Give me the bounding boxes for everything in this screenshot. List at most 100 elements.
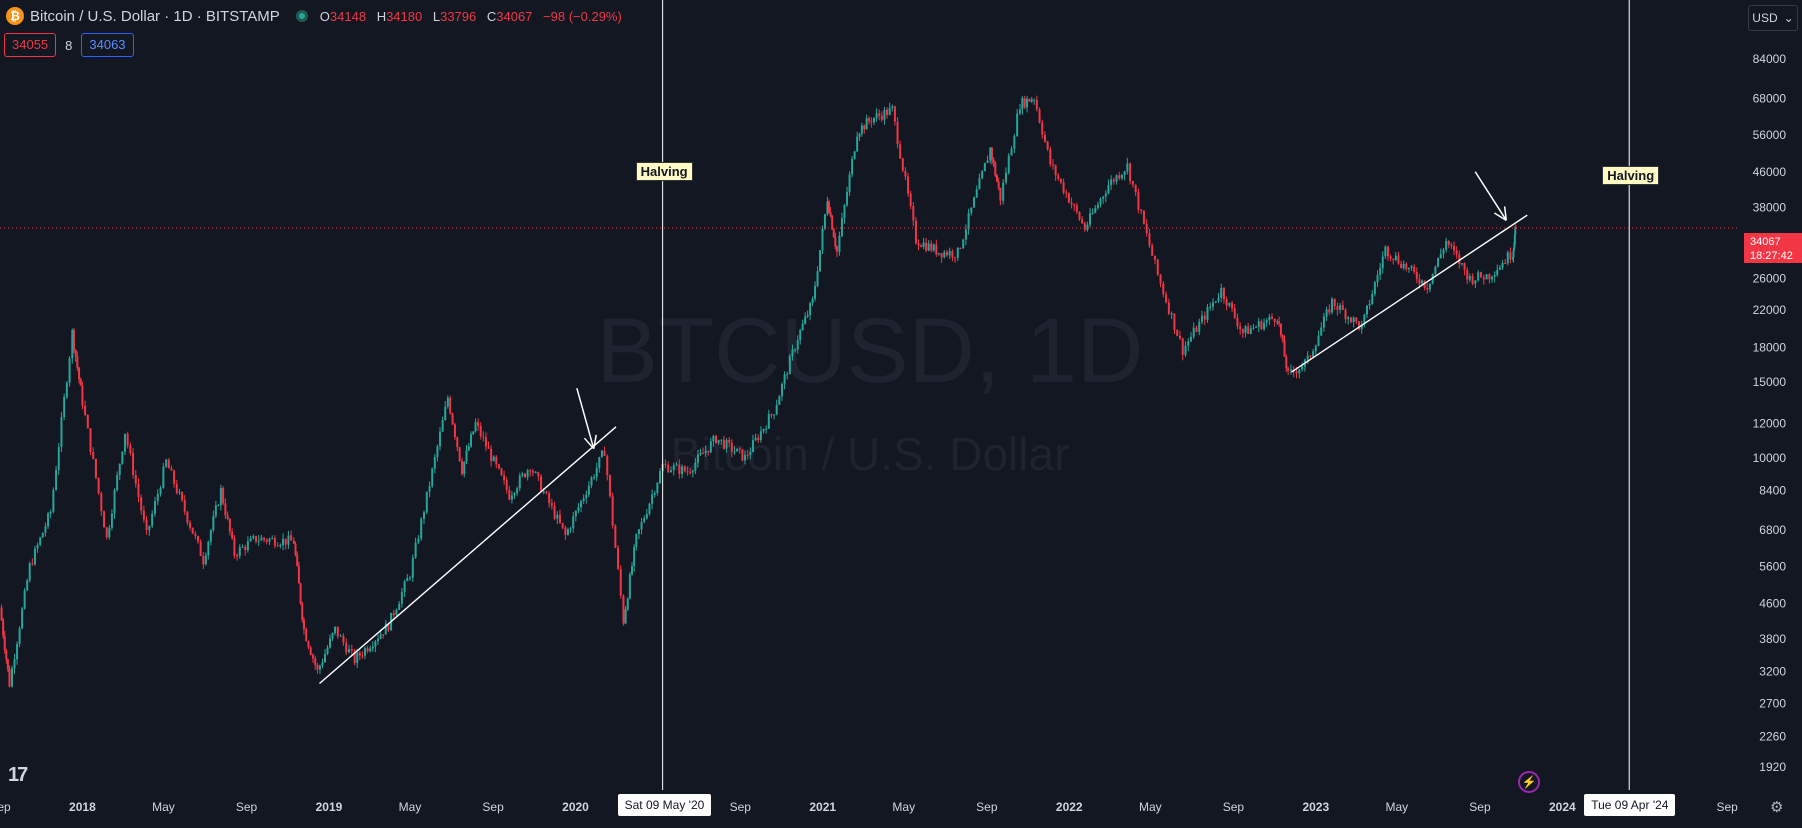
candle-body [686,471,689,473]
market-status-icon[interactable] [295,10,308,22]
candle-body [967,212,970,230]
candle-body [590,477,593,486]
candle-body [116,475,119,491]
candle-body [1317,335,1320,346]
candle-body [414,542,417,558]
candle-body [1445,240,1448,250]
candle-body [796,340,799,350]
candle-body [441,420,444,432]
candle-body [1249,328,1252,334]
candle-body [1407,267,1410,270]
candle-body [970,207,973,213]
time-axis[interactable]: Sep 2018 May Sep 2019 May Sep 2020 Sep 2021 May Sep… [0,800,1738,814]
candle-body [1376,275,1379,283]
candle-body [1314,345,1317,352]
currency-select[interactable]: USD ⌄ [1748,5,1798,31]
candle-body [1287,368,1290,371]
candle-body [580,500,583,508]
gear-icon[interactable]: ⚙ [1770,799,1784,816]
price-tick-label: 5600 [1759,560,1786,574]
candle-body [33,548,36,565]
candle-body [932,244,935,251]
candle-body [1493,275,1496,277]
currency-label: USD [1752,11,1778,25]
candle-body [1255,326,1258,328]
bolt-icon[interactable]: ⚡ [1518,771,1540,793]
candle-body [1041,122,1044,135]
candle-body [896,121,899,145]
time-tick-label: 2020 [562,800,589,814]
candle-body [503,475,506,481]
price-tick-label: 3800 [1759,632,1786,646]
candle-body [209,530,212,542]
candle-body [451,413,454,425]
candle-body [1434,266,1437,274]
candle-body [510,495,513,500]
sell-button[interactable]: 34055 [4,33,57,57]
candle-body [6,659,9,670]
candle-body [669,470,672,473]
buy-button[interactable]: 34063 [81,33,134,57]
candle-body [1046,141,1049,150]
candle-body [65,382,68,398]
halving-label[interactable]: Halving [1602,165,1660,185]
candle-body [1217,297,1220,302]
candle-body [100,493,103,512]
candle-body [273,538,276,546]
candle-body [1415,271,1418,280]
candle-body [1054,165,1057,176]
candle-body [867,118,870,122]
candle-body [26,580,29,591]
candle-body [1214,301,1217,303]
candle-body [608,475,611,497]
candle-body [643,518,646,522]
candle-body [821,228,824,251]
candle-body [678,464,681,474]
candle-body [255,536,258,542]
candle-body [1073,204,1076,206]
candle-body [1355,317,1358,322]
candle-body [1035,99,1038,110]
candle-body [436,446,439,457]
symbol-title[interactable]: Bitcoin / U.S. Dollar · 1D · BITSTAMP [30,7,280,25]
crosshair-date-label: Sat 09 May '20 [617,794,712,816]
candle-body [1181,338,1184,355]
candle-body [598,456,601,468]
candle-body [920,245,923,247]
tradingview-logo-icon[interactable]: 17 [8,764,28,786]
candle-body [194,533,197,537]
candle-body [526,470,529,478]
candle-body [550,503,553,506]
candle-body [302,619,305,630]
candle-body [1453,245,1456,251]
candle-body [883,109,886,120]
candle-body [558,514,561,523]
candle-body [71,329,74,359]
candle-body [561,522,564,528]
halving-label[interactable]: Halving [635,161,693,181]
candle-body [186,511,189,523]
price-axis[interactable]: 84000 68000 56000 46000 38000 26000 22000 18000… [1753,52,1787,774]
close-value: 34067 [496,8,533,24]
arrow-head [592,434,597,449]
candle-body [1463,263,1466,270]
candle-body [1067,193,1070,203]
candle-body [1059,178,1062,183]
candle-body [228,518,231,532]
candle-body [175,483,178,493]
candle-body [1482,277,1485,280]
candle-body [461,461,464,474]
candle-body [339,635,342,637]
candle-body [199,541,202,557]
candle-body [52,489,55,512]
candle-body [1301,366,1304,370]
candle-body [1102,196,1105,199]
candle-body [1331,298,1334,313]
candle-body [653,492,656,495]
candle-body [44,526,47,533]
candle-body [717,439,720,444]
candle-body [72,329,75,350]
candle-body [417,538,420,543]
